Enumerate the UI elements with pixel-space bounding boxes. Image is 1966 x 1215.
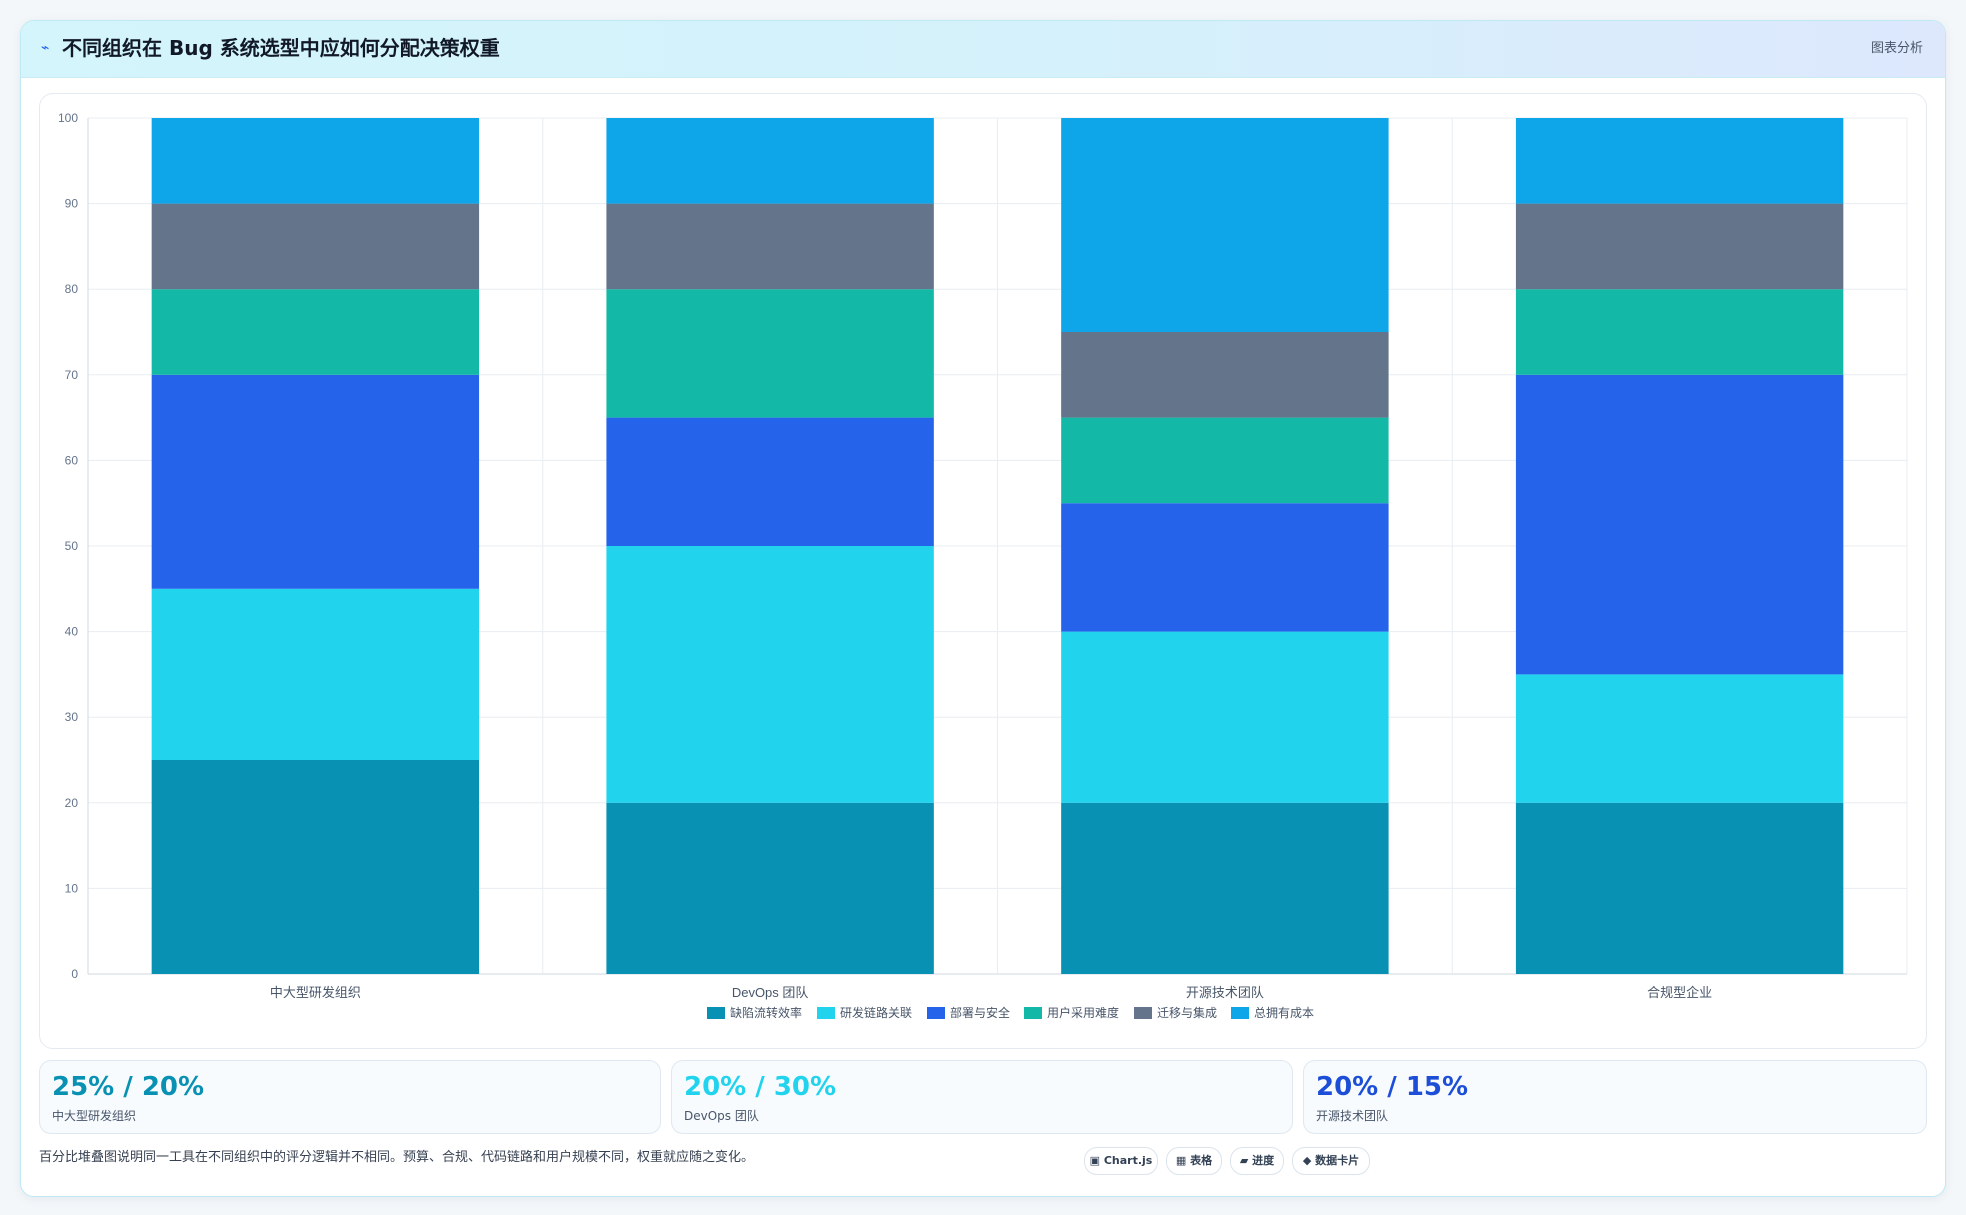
legend-swatch: [707, 1007, 725, 1019]
stat-value: 20% / 15%: [1316, 1072, 1469, 1102]
stat-label: 中大型研发组织: [52, 1109, 137, 1123]
stat-card-opensource: 20% / 15% 开源技术团队: [1303, 1060, 1927, 1134]
bar-segment: [606, 203, 934, 290]
chip-data-card[interactable]: ◆ 数据卡片: [1292, 1147, 1370, 1175]
bar-segment: [1515, 674, 1844, 803]
chart-card: ⌁ 不同组织在 Bug 系统选型中应如何分配决策权重 图表分析 0 10 20 30 4…: [20, 20, 1946, 1197]
legend-swatch: [927, 1007, 945, 1019]
header-tag: 图表分析: [1870, 41, 1923, 56]
y-tick-label: 10: [65, 881, 79, 895]
stat-card-devops: 20% / 30% DevOps 团队: [671, 1060, 1293, 1134]
x-tick-label: 开源技术团队: [1186, 985, 1264, 1000]
card-header: ⌁ 不同组织在 Bug 系统选型中应如何分配决策权重 图表分析: [21, 21, 1945, 78]
legend-swatch: [1231, 1007, 1249, 1019]
bar-segment: [1061, 118, 1389, 332]
bar-segment: [151, 118, 480, 204]
y-tick-label: 70: [65, 368, 79, 382]
x-tick-label: 合规型企业: [1647, 985, 1712, 1000]
legend-swatch: [1024, 1007, 1042, 1019]
chart-panel: 0 10 20 30 40 50 60 70 80 90 100 中大型研发组织 DevOps 团队 开源…: [39, 93, 1927, 1049]
bar-segment: [1515, 118, 1844, 204]
bar-segment: [1061, 802, 1389, 974]
bar-segment: [606, 417, 934, 546]
bar-segment: [1515, 289, 1844, 375]
bar-segment: [606, 802, 934, 974]
legend-swatch: [1134, 1007, 1152, 1019]
stat-value: 20% / 30%: [684, 1072, 837, 1102]
bar-segment: [151, 760, 480, 974]
bar-segment: [1061, 631, 1389, 803]
chart-footnote: 百分比堆叠图说明同一工具在不同组织中的评分逻辑并不相同。预算、合规、代码链路和用…: [39, 1150, 755, 1165]
stacked-bar-chart: 0 10 20 30 40 50 60 70 80 90 100 中大型研发组织 DevOps 团队 开源…: [58, 111, 1908, 1020]
x-tick-label: 中大型研发组织: [270, 985, 361, 1000]
y-tick-label: 60: [65, 453, 79, 467]
y-tick-label: 40: [65, 625, 79, 639]
stat-card-enterprise: 25% / 20% 中大型研发组织: [39, 1060, 661, 1134]
legend-label: 迁移与集成: [1157, 1005, 1217, 1020]
bar-segment: [151, 588, 480, 760]
bar-segment: [1515, 802, 1844, 974]
legend-label: 部署与安全: [950, 1005, 1010, 1020]
stat-value: 25% / 20%: [52, 1072, 205, 1102]
page-title: 不同组织在 Bug 系统选型中应如何分配决策权重: [62, 36, 500, 60]
y-tick-label: 80: [65, 282, 79, 296]
bar-segment: [1515, 203, 1844, 290]
bar-segment: [606, 546, 934, 803]
chip-table[interactable]: ▦ 表格: [1166, 1147, 1222, 1175]
y-tick-label: 50: [65, 539, 79, 553]
bar-segment: [606, 118, 934, 204]
bar-segment: [151, 203, 480, 290]
y-tick-label: 30: [65, 710, 79, 724]
y-tick-label: 90: [65, 197, 79, 211]
stat-label: 开源技术团队: [1316, 1109, 1389, 1123]
legend-label: 用户采用难度: [1047, 1005, 1119, 1020]
bar-segment: [1061, 332, 1389, 418]
pulse-icon: ⌁: [41, 40, 50, 56]
y-tick-label: 100: [58, 111, 78, 125]
legend-label: 缺陷流转效率: [730, 1005, 802, 1020]
bar-segment: [1061, 417, 1389, 504]
bar-segment: [151, 374, 480, 589]
stat-label: DevOps 团队: [684, 1109, 759, 1123]
legend-label: 总拥有成本: [1254, 1006, 1314, 1020]
bar-segment: [1515, 374, 1844, 675]
legend-swatch: [817, 1007, 835, 1019]
chip-chartjs[interactable]: ▣ Chart.js: [1084, 1147, 1158, 1175]
bar-segment: [606, 289, 934, 418]
x-tick-label: DevOps 团队: [732, 985, 809, 1000]
legend-label: 研发链路关联: [840, 1005, 912, 1020]
chip-progress[interactable]: ▰ 进度: [1230, 1147, 1284, 1175]
y-tick-label: 20: [65, 796, 79, 810]
bar-segment: [151, 289, 480, 375]
bar-segment: [1061, 503, 1389, 632]
y-tick-label: 0: [71, 967, 78, 981]
